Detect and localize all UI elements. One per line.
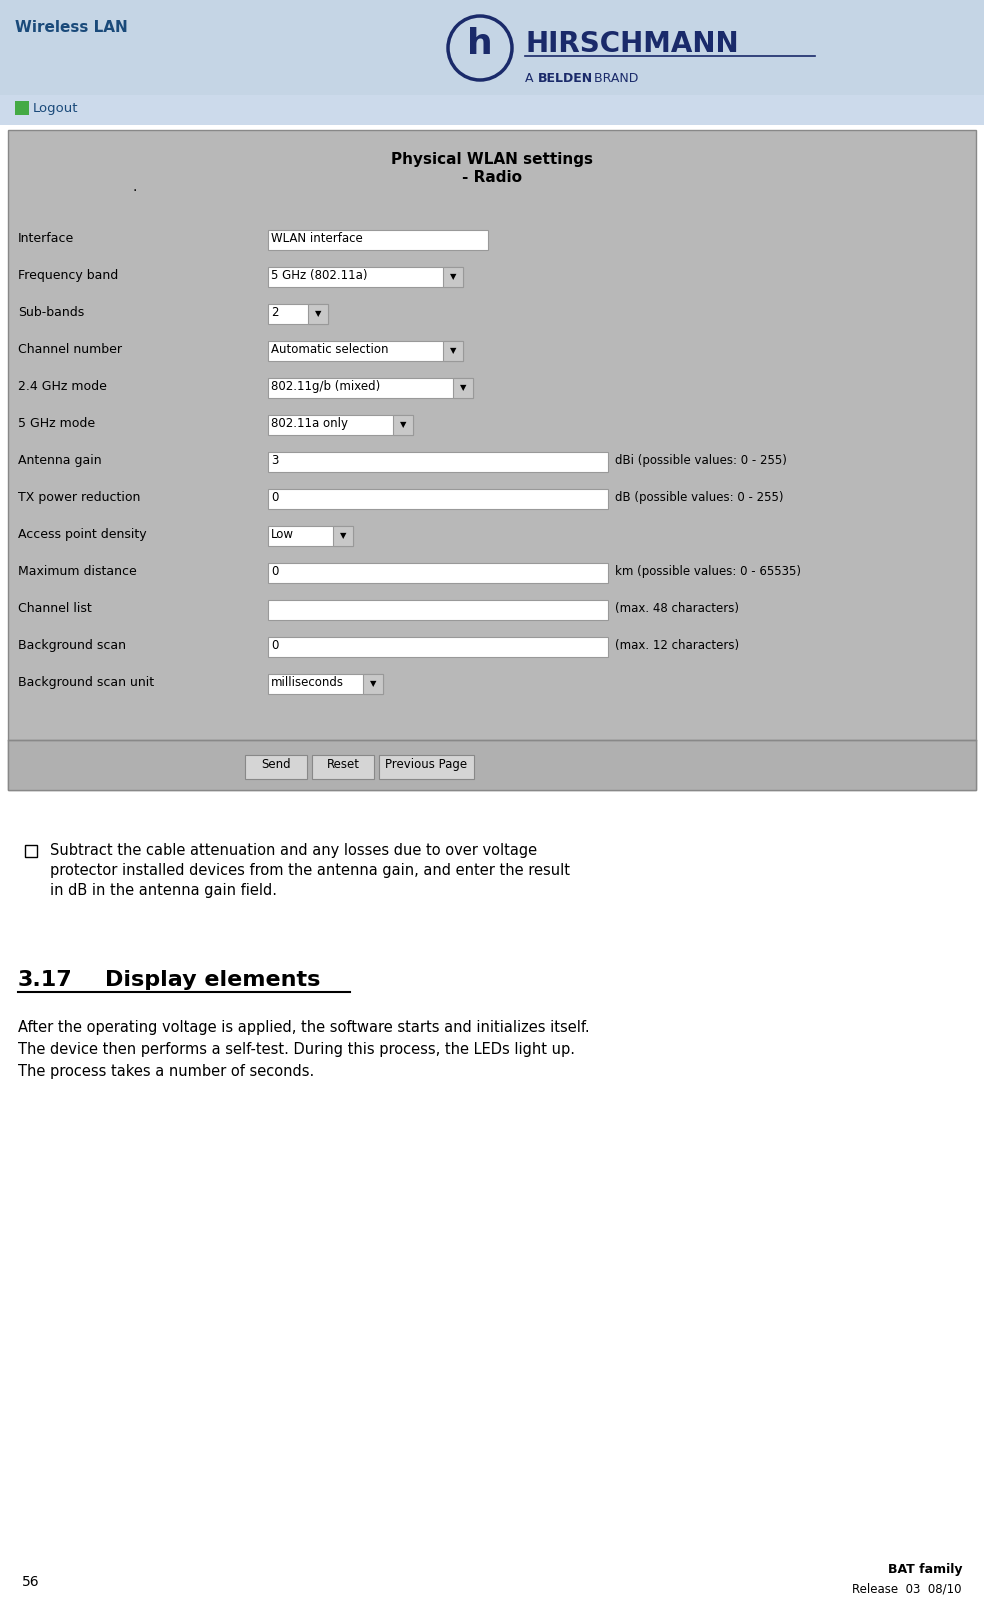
Text: km (possible values: 0 - 65535): km (possible values: 0 - 65535) [615,564,801,579]
Bar [308,305,328,324]
Text: ▼: ▼ [315,309,321,319]
Text: Low: Low [271,527,294,540]
Text: The device then performs a self-test. During this process, the LEDs light up.: The device then performs a self-test. Du… [18,1042,575,1056]
Text: 5 GHz mode: 5 GHz mode [18,417,95,430]
Bar [268,452,608,471]
Text: Reset: Reset [327,758,359,771]
Text: 802.11a only: 802.11a only [271,417,348,430]
Text: Background scan unit: Background scan unit [18,676,154,689]
Text: Maximum distance: Maximum distance [18,564,137,579]
Text: 0: 0 [271,564,278,579]
Bar [268,268,463,287]
Bar [333,526,353,547]
Text: 3.17: 3.17 [18,970,73,991]
Text: After the operating voltage is applied, the software starts and initializes itse: After the operating voltage is applied, … [18,1020,589,1036]
Bar [25,845,37,858]
Text: BAT family: BAT family [888,1563,962,1576]
Bar [268,673,383,694]
Bar [268,415,413,434]
Bar [8,130,976,790]
Text: .: . [132,180,137,194]
Text: ▼: ▼ [400,420,406,430]
Text: 0: 0 [271,491,278,503]
Bar [245,755,307,779]
Text: Logout: Logout [33,103,79,115]
Text: Access point density: Access point density [18,527,147,540]
Text: BELDEN: BELDEN [538,72,593,85]
Bar [268,636,608,657]
Text: - Radio: - Radio [462,170,522,184]
Text: Send: Send [261,758,291,771]
Text: ▼: ▼ [339,532,346,540]
Text: Subtract the cable attenuation and any losses due to over voltage: Subtract the cable attenuation and any l… [50,843,537,858]
Text: Display elements: Display elements [105,970,321,991]
Bar [0,95,984,125]
Text: 5 GHz (802.11a): 5 GHz (802.11a) [271,269,367,282]
Bar [379,755,474,779]
Bar [363,673,383,694]
Text: (max. 12 characters): (max. 12 characters) [615,640,739,652]
Text: ▼: ▼ [460,383,466,393]
Text: The process takes a number of seconds.: The process takes a number of seconds. [18,1064,314,1079]
Text: in dB in the antenna gain field.: in dB in the antenna gain field. [50,883,277,898]
Bar [268,526,353,547]
Bar [268,600,608,620]
Text: 2.4 GHz mode: 2.4 GHz mode [18,380,107,393]
Text: 56: 56 [22,1576,39,1589]
Bar [268,563,608,583]
Text: ▼: ▼ [450,346,457,356]
Bar [268,305,328,324]
Text: 3: 3 [271,454,278,466]
Text: dBi (possible values: 0 - 255): dBi (possible values: 0 - 255) [615,454,787,466]
Bar [268,341,463,361]
Text: (max. 48 characters): (max. 48 characters) [615,603,739,616]
Bar [443,341,463,361]
Text: Background scan: Background scan [18,640,126,652]
Text: 2: 2 [271,306,278,319]
Text: Physical WLAN settings: Physical WLAN settings [391,152,593,167]
Text: ▼: ▼ [370,680,376,689]
Bar [15,101,29,115]
Text: 802.11g/b (mixed): 802.11g/b (mixed) [271,380,380,393]
Text: Automatic selection: Automatic selection [271,343,389,356]
Bar [393,415,413,434]
Bar [0,0,984,95]
Text: Sub-bands: Sub-bands [18,306,85,319]
Text: HIRSCHMANN: HIRSCHMANN [525,30,739,58]
Text: Channel list: Channel list [18,603,92,616]
Text: 0: 0 [271,640,278,652]
Text: Channel number: Channel number [18,343,122,356]
Text: TX power reduction: TX power reduction [18,491,141,503]
Text: Interface: Interface [18,232,74,245]
Text: Wireless LAN: Wireless LAN [15,19,128,35]
Text: BRAND: BRAND [590,72,639,85]
Bar [443,268,463,287]
Text: Antenna gain: Antenna gain [18,454,101,466]
Text: WLAN interface: WLAN interface [271,232,363,245]
Bar [312,755,374,779]
Text: A: A [525,72,537,85]
Bar [8,741,976,790]
Text: protector installed devices from the antenna gain, and enter the result: protector installed devices from the ant… [50,862,570,878]
Text: milliseconds: milliseconds [271,676,344,689]
Text: Frequency band: Frequency band [18,269,118,282]
Text: Release  03  08/10: Release 03 08/10 [852,1582,962,1595]
Bar [268,378,473,398]
Text: dB (possible values: 0 - 255): dB (possible values: 0 - 255) [615,491,783,503]
Bar [268,489,608,510]
Bar [453,378,473,398]
Text: h: h [467,27,493,61]
Text: ▼: ▼ [450,273,457,282]
Bar [268,229,488,250]
Text: Previous Page: Previous Page [386,758,467,771]
